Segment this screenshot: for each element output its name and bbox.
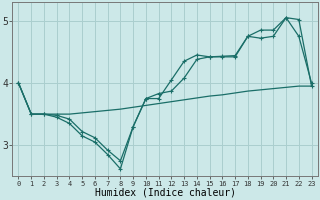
X-axis label: Humidex (Indice chaleur): Humidex (Indice chaleur) <box>94 188 236 198</box>
